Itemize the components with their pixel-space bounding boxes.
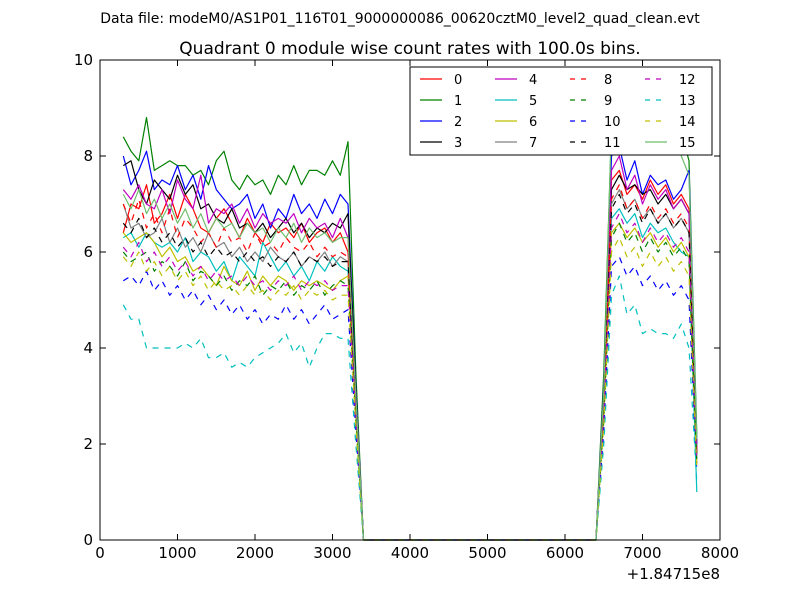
- series-line-2: [122, 145, 698, 541]
- y-tick-label: 4: [83, 339, 93, 357]
- data-file-label: Data file: modeM0/AS1P01_116T01_90000000…: [100, 11, 700, 27]
- legend-label-6: 6: [529, 115, 537, 130]
- legend-label-10: 10: [604, 115, 621, 130]
- legend-label-8: 8: [604, 73, 612, 88]
- legend-label-3: 3: [454, 136, 462, 151]
- x-tick-label: 8000: [701, 544, 739, 562]
- legend-label-14: 14: [679, 115, 696, 130]
- x-tick-label: 0: [95, 544, 105, 562]
- legend-label-5: 5: [529, 94, 537, 109]
- series-line-4: [122, 155, 698, 541]
- y-tick-label: 0: [83, 531, 93, 549]
- series-line-13: [122, 275, 698, 541]
- legend-label-13: 13: [679, 94, 696, 109]
- legend-label-11: 11: [604, 136, 621, 151]
- plot-area: [122, 107, 698, 541]
- y-tick-label: 10: [74, 51, 93, 69]
- y-tick-label: 8: [83, 147, 93, 165]
- series-line-3: [122, 160, 698, 541]
- legend-label-7: 7: [529, 136, 537, 151]
- legend-label-9: 9: [604, 94, 612, 109]
- x-tick-label: 4000: [391, 544, 429, 562]
- y-tick-label: 2: [83, 435, 93, 453]
- legend-label-12: 12: [679, 73, 696, 88]
- x-tick-label: 1000: [158, 544, 196, 562]
- y-tick-label: 6: [83, 243, 93, 261]
- series-line-14: [122, 237, 698, 541]
- x-tick-label: 2000: [236, 544, 274, 562]
- legend-label-15: 15: [679, 136, 696, 151]
- x-tick-label: 7000: [623, 544, 661, 562]
- legend-label-4: 4: [529, 73, 537, 88]
- legend-label-0: 0: [454, 73, 462, 88]
- x-tick-label: 6000: [546, 544, 584, 562]
- legend-label-2: 2: [454, 115, 462, 130]
- x-offset-label: +1.84715e8: [627, 565, 720, 583]
- series-line-10: [122, 256, 698, 541]
- x-tick-label: 5000: [468, 544, 506, 562]
- series-line-9: [122, 222, 698, 541]
- legend-label-1: 1: [454, 94, 462, 109]
- series-line-8: [122, 184, 698, 541]
- chart-title: Quadrant 0 module wise count rates with …: [179, 39, 640, 59]
- series-line-6: [122, 222, 698, 541]
- legend-box: [409, 66, 713, 156]
- x-tick-label: 3000: [313, 544, 351, 562]
- series-line-11: [122, 193, 698, 541]
